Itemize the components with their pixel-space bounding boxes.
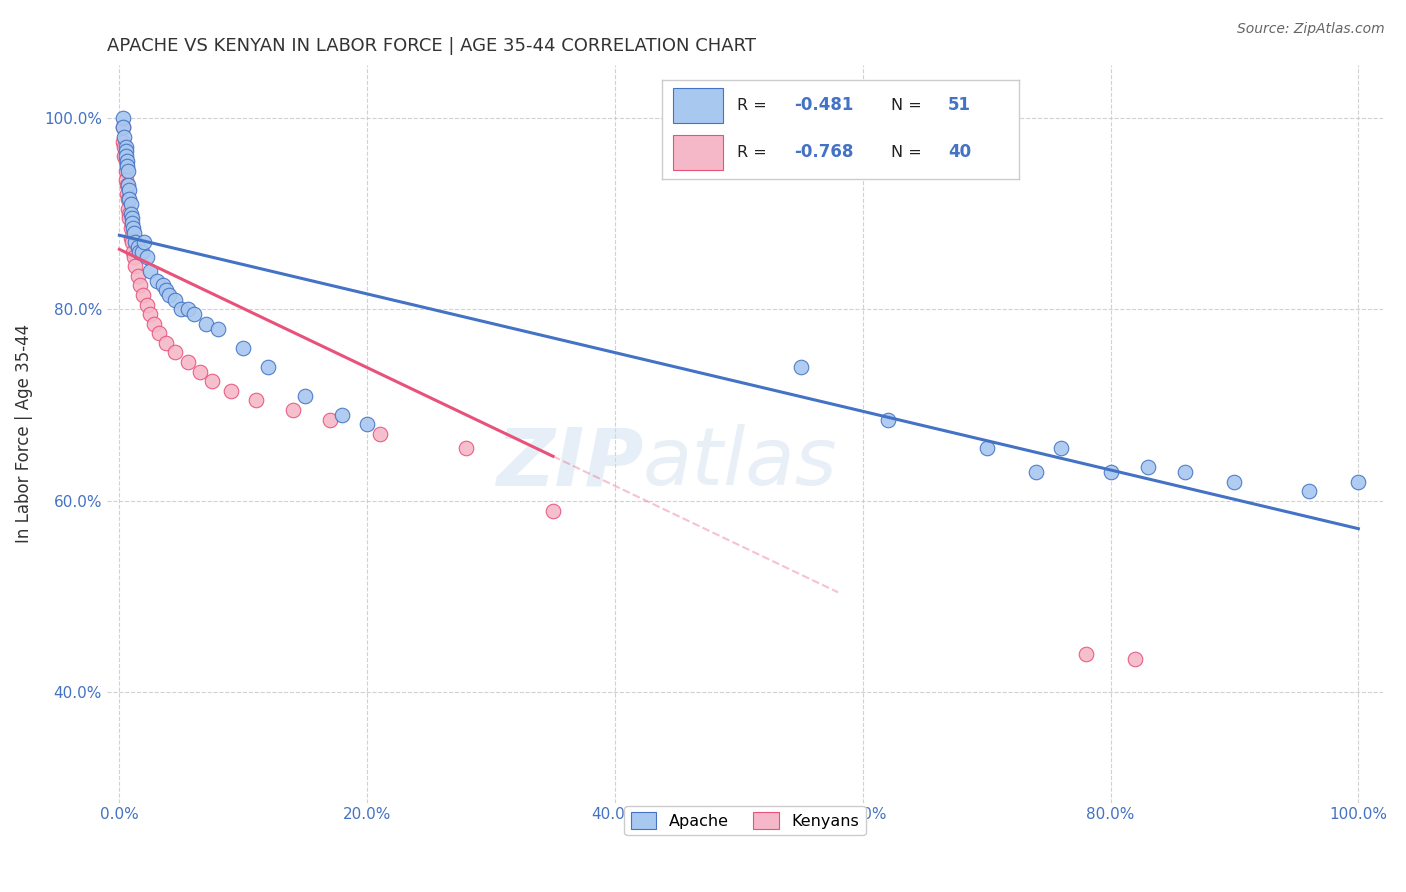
Point bbox=[1074, 647, 1097, 661]
Point bbox=[1099, 465, 1122, 479]
Point bbox=[1025, 465, 1047, 479]
Y-axis label: In Labor Force | Age 35-44: In Labor Force | Age 35-44 bbox=[15, 325, 32, 543]
Point bbox=[112, 111, 135, 125]
Point bbox=[120, 206, 142, 220]
Point bbox=[170, 302, 193, 317]
Point bbox=[152, 278, 174, 293]
Point bbox=[112, 120, 135, 135]
Point bbox=[245, 393, 267, 408]
Point bbox=[368, 426, 391, 441]
Point bbox=[135, 297, 157, 311]
Point bbox=[155, 283, 177, 297]
Point bbox=[176, 302, 198, 317]
Point bbox=[128, 244, 150, 259]
Point bbox=[118, 183, 141, 197]
Point bbox=[122, 221, 145, 235]
Point bbox=[1347, 475, 1369, 489]
Point bbox=[319, 412, 342, 426]
Point bbox=[145, 274, 167, 288]
Point bbox=[1298, 484, 1320, 499]
Point bbox=[281, 403, 304, 417]
Point bbox=[121, 235, 143, 250]
Point bbox=[124, 235, 146, 250]
Point bbox=[117, 192, 139, 206]
Point bbox=[456, 442, 478, 456]
Point bbox=[114, 145, 136, 159]
Point bbox=[118, 192, 141, 206]
Point bbox=[120, 221, 142, 235]
Point bbox=[115, 178, 138, 192]
Point bbox=[1223, 475, 1246, 489]
Point bbox=[114, 153, 136, 168]
Point bbox=[790, 359, 813, 374]
Point bbox=[127, 268, 149, 283]
Point bbox=[207, 321, 229, 335]
Point bbox=[127, 240, 149, 254]
Point bbox=[232, 341, 254, 355]
Point bbox=[219, 384, 242, 398]
Point bbox=[117, 202, 139, 216]
Point bbox=[155, 335, 177, 350]
Point bbox=[165, 293, 187, 307]
Point bbox=[115, 159, 138, 173]
Point bbox=[176, 355, 198, 369]
Text: ZIP: ZIP bbox=[495, 425, 643, 502]
Point bbox=[122, 244, 145, 259]
Point bbox=[114, 173, 136, 187]
Point bbox=[134, 235, 156, 250]
Point bbox=[976, 442, 998, 456]
Point bbox=[120, 197, 142, 211]
Point bbox=[139, 264, 162, 278]
Point bbox=[112, 135, 135, 149]
Point bbox=[129, 278, 152, 293]
Point bbox=[157, 288, 180, 302]
Point bbox=[114, 163, 136, 178]
Point bbox=[112, 139, 135, 153]
Point bbox=[117, 178, 139, 192]
Point bbox=[188, 365, 211, 379]
Point bbox=[1125, 652, 1147, 666]
Legend: Apache, Kenyans: Apache, Kenyans bbox=[624, 805, 866, 835]
Point bbox=[135, 250, 157, 264]
Point bbox=[165, 345, 187, 359]
Point bbox=[541, 503, 564, 517]
Point bbox=[112, 120, 135, 135]
Point bbox=[876, 412, 898, 426]
Point bbox=[183, 307, 205, 321]
Point bbox=[122, 250, 145, 264]
Point bbox=[118, 206, 141, 220]
Point bbox=[115, 187, 138, 202]
Point bbox=[139, 307, 162, 321]
Text: atlas: atlas bbox=[643, 425, 838, 502]
Point bbox=[1050, 442, 1073, 456]
Point bbox=[120, 230, 142, 244]
Point bbox=[143, 317, 166, 331]
Point bbox=[121, 216, 143, 230]
Point bbox=[124, 260, 146, 274]
Point bbox=[114, 149, 136, 163]
Point bbox=[112, 149, 135, 163]
Point bbox=[148, 326, 170, 341]
Text: Source: ZipAtlas.com: Source: ZipAtlas.com bbox=[1237, 22, 1385, 37]
Point bbox=[122, 226, 145, 240]
Point bbox=[114, 139, 136, 153]
Point bbox=[195, 317, 218, 331]
Point bbox=[131, 244, 153, 259]
Point bbox=[332, 408, 354, 422]
Point bbox=[201, 374, 224, 388]
Point bbox=[257, 359, 280, 374]
Point bbox=[112, 130, 135, 145]
Point bbox=[1174, 465, 1197, 479]
Point bbox=[356, 417, 378, 432]
Point bbox=[117, 163, 139, 178]
Point bbox=[115, 153, 138, 168]
Point bbox=[294, 388, 316, 402]
Point bbox=[1136, 460, 1159, 475]
Point bbox=[118, 211, 141, 226]
Text: APACHE VS KENYAN IN LABOR FORCE | AGE 35-44 CORRELATION CHART: APACHE VS KENYAN IN LABOR FORCE | AGE 35… bbox=[107, 37, 756, 55]
Point bbox=[132, 288, 155, 302]
Point bbox=[121, 211, 143, 226]
